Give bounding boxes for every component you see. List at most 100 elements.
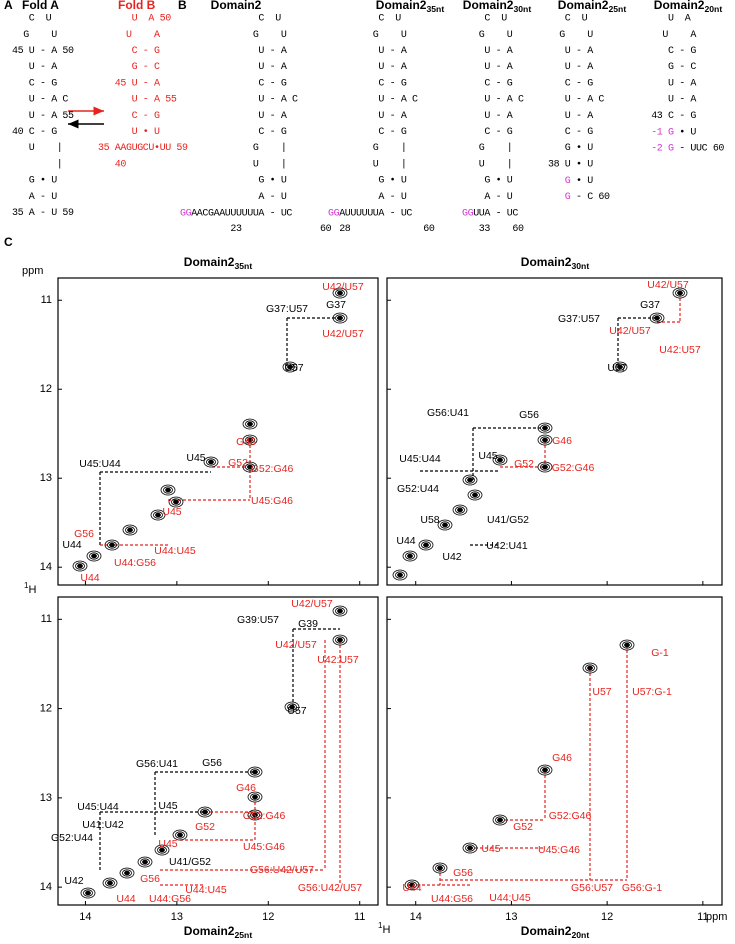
nmr-peak — [247, 809, 263, 821]
structure-seq: - C 60 — [570, 192, 610, 203]
peak-label: G37 — [640, 299, 660, 311]
nmr-peak — [250, 768, 260, 776]
peak-label: U44:U45 — [185, 884, 227, 896]
nmr-peak — [492, 814, 508, 826]
nmr-peak — [154, 844, 170, 856]
nmr-peak — [172, 829, 188, 841]
nmr-peak — [337, 608, 343, 614]
peak-label: U58 — [420, 514, 439, 526]
nmr-peak — [624, 642, 630, 648]
y-tick-label: 13 — [40, 472, 52, 484]
peak-label: U42 — [442, 551, 461, 563]
title: Domain2 — [211, 0, 262, 12]
structure-line: 40 — [98, 159, 126, 170]
nmr-peak — [242, 461, 258, 473]
peak-label: U42 — [64, 875, 83, 887]
nmr-peak — [462, 842, 478, 854]
peak-label: U44:U45 — [154, 545, 196, 557]
structure-line: U - A — [328, 62, 407, 73]
nmr-peak — [150, 509, 166, 521]
structure-seq: AACGAAUUUUUUA - UC — [191, 208, 292, 219]
nmr-peak — [404, 879, 420, 891]
nmr-peak — [83, 889, 93, 897]
nmr-peak — [125, 526, 135, 534]
nmr-peak — [492, 454, 508, 466]
nmr-peak — [245, 436, 255, 444]
structure-line: C U — [12, 14, 52, 25]
structure-line: U - A — [328, 46, 407, 57]
nmr-peak — [332, 312, 348, 324]
nmr-peak — [91, 553, 97, 559]
structure-line: G U — [12, 30, 57, 41]
peak-label: U44:G56 — [149, 893, 191, 905]
nmr-peak — [332, 634, 348, 646]
nmr-peak — [287, 703, 297, 711]
structure-line: 40 C - G — [12, 127, 57, 138]
nmr-peak — [252, 794, 258, 800]
panel-label: A — [4, 0, 13, 12]
peak-label: G52:U44 — [51, 832, 93, 844]
nmr-peak — [649, 312, 665, 324]
axis-label-main: H — [28, 584, 36, 596]
peak-label: G52:G46 — [552, 462, 595, 474]
nmr-peak — [104, 539, 120, 551]
peak-label: U42:U41 — [486, 540, 528, 552]
title-sub: 25nt — [234, 930, 252, 940]
structure-line: U | — [462, 158, 512, 170]
structure-line: U A — [640, 14, 691, 25]
structure-line: C - G — [548, 127, 593, 138]
structure-line: U - A — [462, 111, 513, 122]
nmr-peak — [537, 461, 553, 473]
structure-line: C - G — [462, 78, 513, 89]
title-sub: 35nt — [234, 261, 252, 271]
nmr-peak — [102, 877, 118, 889]
nmr-peak — [163, 486, 173, 494]
y-tick-label: 13 — [40, 792, 52, 804]
peak-label: G46 — [552, 435, 572, 447]
title-main: Domain2 — [558, 0, 609, 12]
nmr-peak — [617, 364, 623, 370]
structure-line: U - A C — [180, 95, 298, 106]
structure-line: G • U — [180, 176, 287, 187]
spectrum-frame — [57, 277, 379, 586]
peak-label: G-1 — [651, 647, 669, 659]
nmr-peak — [80, 887, 96, 899]
highlight-nt: -1 G — [640, 127, 674, 138]
peak-label: U44 — [116, 893, 135, 905]
peak-label: U42/U57 — [647, 279, 689, 291]
nmr-peak — [250, 811, 260, 819]
structure-line: G U — [328, 30, 407, 41]
peak-label: U45 — [158, 838, 177, 850]
nmr-peak — [495, 456, 505, 464]
highlight-nt: GG — [180, 208, 192, 219]
y-tick-label: 14 — [40, 881, 52, 893]
structure-line: G U — [548, 30, 593, 41]
peak-label: U42/U57 — [609, 325, 651, 337]
structure-line: G | — [462, 142, 512, 154]
peak-label: G56 — [202, 757, 222, 769]
nmr-peak — [395, 571, 405, 579]
title-sub: 20nt — [704, 4, 722, 14]
highlight-nt: GG — [462, 208, 474, 219]
nmr-peak — [72, 560, 88, 572]
structure-line: A - U — [180, 192, 287, 203]
nmr-peak — [542, 767, 548, 773]
title: Domain225nt — [184, 924, 253, 940]
peak-label: U44:G56 — [114, 557, 156, 569]
structure-line: U - A C — [328, 95, 418, 106]
structure-line: -2 G - UUC 60 — [640, 143, 724, 154]
peak-label: U44:U45 — [489, 892, 531, 904]
structure-line: U - A — [548, 62, 593, 73]
highlight-nt: -2 G — [640, 143, 674, 154]
structure-line: U - A — [180, 111, 287, 122]
nmr-peak — [672, 287, 688, 299]
structure-line: U - A — [12, 62, 57, 73]
y-tick-label: 11 — [41, 613, 52, 625]
nmr-peak — [247, 791, 263, 803]
nmr-peak — [405, 552, 415, 560]
nmr-peak — [418, 539, 434, 551]
nmr-peak — [159, 847, 165, 853]
structure-line: C - G — [548, 78, 593, 89]
structure-line: C U — [328, 14, 401, 25]
